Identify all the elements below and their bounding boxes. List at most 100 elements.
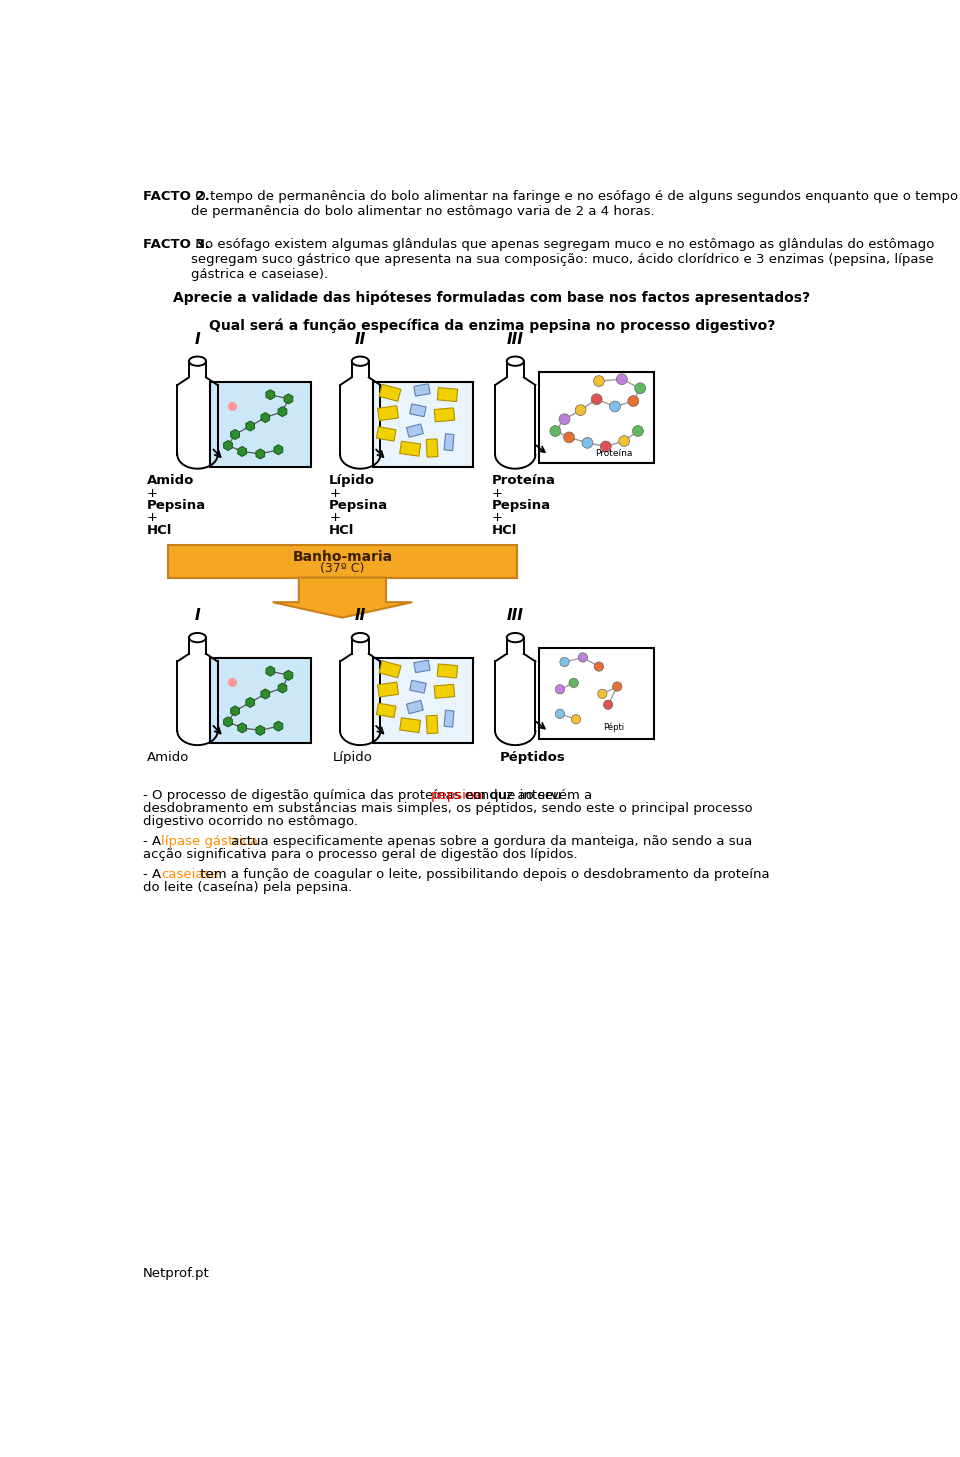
FancyBboxPatch shape (410, 404, 426, 417)
Text: acção significativa para o processo geral de digestão dos lípidos.: acção significativa para o processo gera… (143, 848, 578, 861)
Text: desdobramento em substâncias mais simples, os péptidos, sendo este o principal p: desdobramento em substâncias mais simple… (143, 801, 753, 814)
Text: HCl: HCl (329, 523, 354, 536)
Text: - A: - A (143, 835, 166, 848)
FancyBboxPatch shape (377, 405, 398, 421)
Text: +: + (329, 511, 340, 525)
Bar (210, 659, 311, 743)
Text: Proteína: Proteína (595, 449, 633, 459)
Text: lípase gástrica: lípase gástrica (161, 835, 258, 848)
Text: Amido: Amido (147, 750, 189, 763)
Circle shape (578, 653, 588, 661)
Text: Péptidos: Péptidos (500, 750, 565, 763)
Text: do leite (caseína) pela pepsina.: do leite (caseína) pela pepsina. (143, 881, 352, 895)
FancyBboxPatch shape (406, 701, 423, 714)
Text: HCl: HCl (147, 523, 173, 536)
Circle shape (564, 431, 574, 443)
Text: O tempo de permanência do bolo alimentar na faringe e no esófago é de alguns seg: O tempo de permanência do bolo alimentar… (191, 191, 958, 219)
Text: (37º C): (37º C) (321, 562, 365, 576)
Polygon shape (273, 577, 412, 618)
Circle shape (560, 657, 569, 667)
Text: Aprecie a validade das hipóteses formuladas com base nos factos apresentados?: Aprecie a validade das hipóteses formula… (174, 290, 810, 305)
Text: actua especificamente apenas sobre a gordura da manteiga, não sendo a sua: actua especificamente apenas sobre a gor… (228, 835, 753, 848)
Ellipse shape (189, 357, 206, 366)
FancyBboxPatch shape (434, 685, 455, 698)
FancyBboxPatch shape (399, 441, 420, 456)
Text: III: III (507, 332, 524, 347)
Bar (540, 648, 654, 739)
Text: Lípido: Lípido (333, 750, 373, 763)
Text: Banho-maria: Banho-maria (293, 549, 393, 564)
Circle shape (635, 383, 646, 393)
Ellipse shape (507, 357, 524, 366)
Bar (372, 382, 473, 466)
Circle shape (616, 374, 627, 385)
Circle shape (569, 679, 578, 688)
Circle shape (600, 441, 612, 452)
Ellipse shape (189, 632, 206, 643)
Text: Proteína: Proteína (492, 475, 556, 488)
Circle shape (594, 661, 604, 672)
FancyBboxPatch shape (426, 439, 438, 457)
Text: Pepsina: Pepsina (492, 498, 551, 511)
Bar (540, 372, 654, 463)
Circle shape (550, 425, 561, 437)
Text: pepsina: pepsina (430, 790, 483, 803)
Text: +: + (492, 487, 503, 500)
Text: FACTO 2.: FACTO 2. (143, 191, 210, 203)
Ellipse shape (351, 357, 369, 366)
Text: +: + (492, 511, 503, 525)
FancyBboxPatch shape (444, 710, 454, 727)
Text: I: I (195, 608, 201, 624)
Text: +: + (147, 487, 158, 500)
Text: Amido: Amido (147, 475, 195, 488)
FancyBboxPatch shape (410, 680, 426, 694)
Ellipse shape (351, 632, 369, 643)
Circle shape (612, 682, 622, 691)
Circle shape (591, 393, 602, 405)
Text: Netprof.pt: Netprof.pt (143, 1266, 210, 1279)
FancyBboxPatch shape (379, 661, 401, 678)
FancyBboxPatch shape (414, 660, 430, 673)
Text: III: III (507, 608, 524, 624)
FancyBboxPatch shape (379, 385, 401, 401)
Circle shape (559, 414, 570, 424)
Circle shape (575, 405, 586, 415)
Text: caseiase: caseiase (161, 868, 219, 881)
Circle shape (598, 689, 607, 698)
Circle shape (593, 376, 605, 386)
FancyBboxPatch shape (437, 664, 458, 678)
Text: +: + (329, 487, 340, 500)
FancyBboxPatch shape (426, 715, 438, 733)
Text: Qual será a função específica da enzima pepsina no processo digestivo?: Qual será a função específica da enzima … (209, 318, 775, 332)
FancyBboxPatch shape (376, 704, 396, 718)
Text: conduz ao seu: conduz ao seu (462, 790, 562, 803)
Circle shape (610, 401, 620, 412)
FancyBboxPatch shape (434, 408, 455, 423)
Text: I: I (195, 332, 201, 347)
Text: Pepsina: Pepsina (147, 498, 206, 511)
Text: HCl: HCl (492, 523, 517, 536)
Text: Pépti: Pépti (603, 723, 624, 733)
Circle shape (555, 710, 564, 718)
Circle shape (619, 436, 630, 446)
Text: digestivo ocorrido no estômago.: digestivo ocorrido no estômago. (143, 814, 358, 828)
FancyBboxPatch shape (376, 427, 396, 441)
FancyBboxPatch shape (406, 424, 423, 437)
Text: No esófago existem algumas glândulas que apenas segregam muco e no estômago as g: No esófago existem algumas glândulas que… (191, 237, 935, 281)
Circle shape (604, 701, 612, 710)
Text: - A: - A (143, 868, 166, 881)
Text: - O processo de digestão química das proteínas em que intervém a: - O processo de digestão química das pro… (143, 790, 597, 803)
Circle shape (555, 685, 564, 694)
Bar (210, 382, 311, 466)
Bar (168, 545, 516, 577)
Text: tem a função de coagular o leite, possibilitando depois o desdobramento da prote: tem a função de coagular o leite, possib… (196, 868, 770, 881)
Text: +: + (147, 511, 158, 525)
Text: FACTO 3.: FACTO 3. (143, 237, 210, 251)
FancyBboxPatch shape (377, 682, 398, 696)
Text: Lípido: Lípido (329, 475, 375, 488)
FancyBboxPatch shape (414, 383, 430, 396)
Circle shape (582, 437, 593, 449)
FancyBboxPatch shape (399, 718, 420, 733)
Text: II: II (354, 608, 366, 624)
Text: II: II (354, 332, 366, 347)
